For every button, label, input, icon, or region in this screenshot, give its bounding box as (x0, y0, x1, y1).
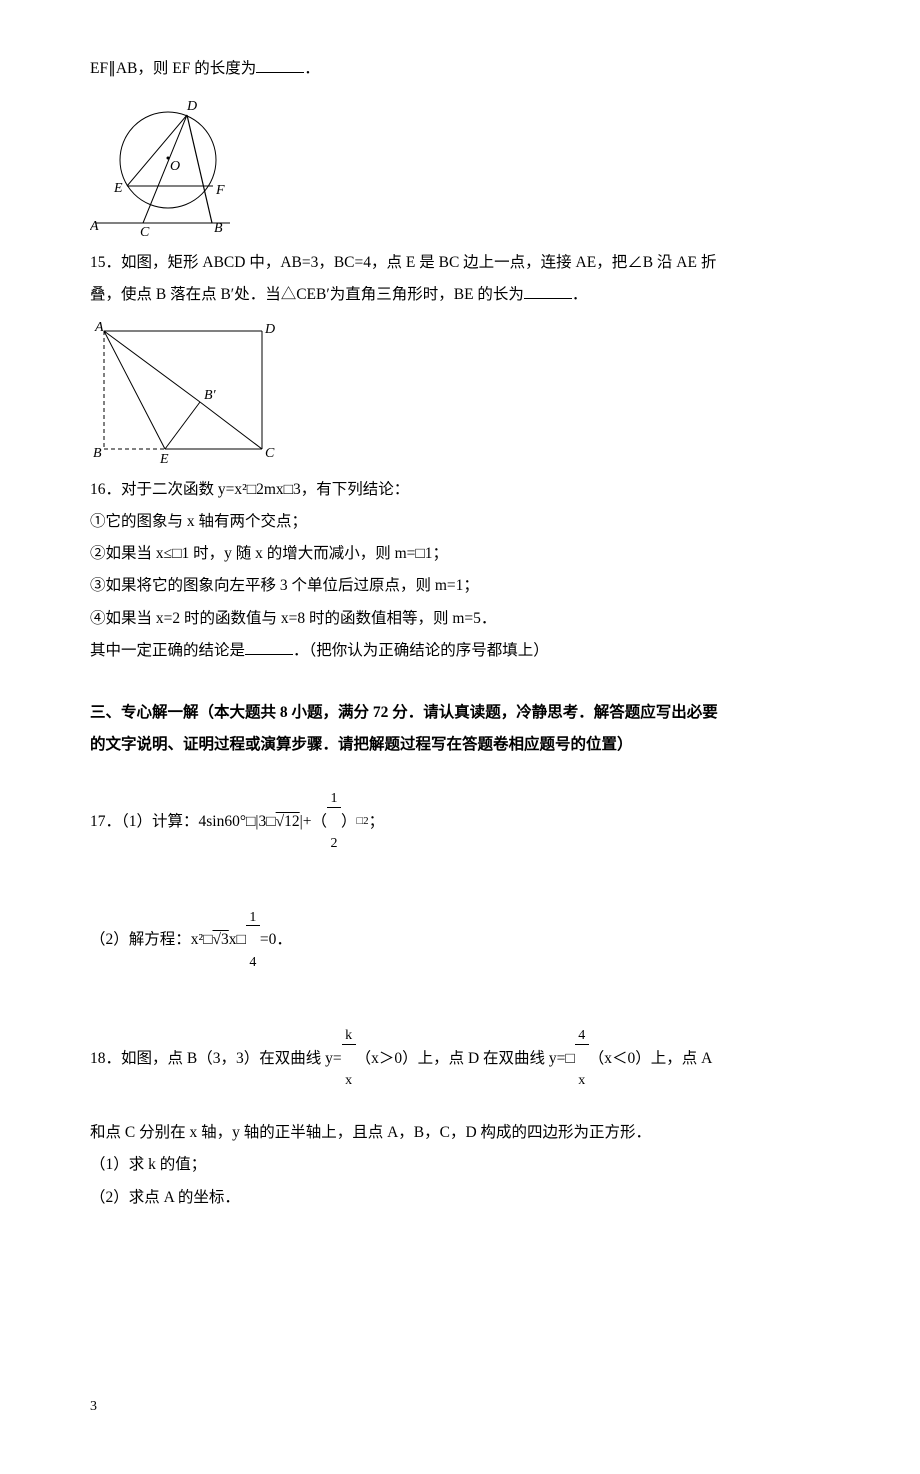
svg-text:B′: B′ (204, 388, 217, 403)
q14-line: EF∥AB，则 EF 的长度为 ． (90, 54, 830, 84)
q14-period: ． (304, 60, 320, 77)
q17-p2-b: x□ (229, 925, 246, 955)
q17-p2-sqrt: √3 (213, 925, 229, 955)
svg-text:F: F (215, 183, 225, 198)
q17-p1-d: ； (369, 807, 385, 837)
q15-text-b: 叠，使点 B 落在点 B′处．当△CEB′为直角三角形时，BE 的长为 (90, 286, 524, 303)
q16-tail-a: 其中一定正确的结论是 (90, 642, 245, 659)
q16-blank (245, 639, 293, 655)
svg-text:C: C (265, 446, 275, 461)
q17-p1-sqrt: √12 (276, 807, 300, 837)
q15-line-b: 叠，使点 B 落在点 B′处．当△CEB′为直角三角形时，BE 的长为 ． (90, 280, 830, 310)
q17-p1-c: ） (341, 807, 357, 837)
q17-part1: 17．（1）计算：4sin60°□|3□ √12 |+（ 1 2 ） □2 ； (90, 763, 830, 882)
q18-line4: （2）求点 A 的坐标． (90, 1183, 830, 1213)
svg-text:D: D (264, 322, 275, 337)
svg-text:O: O (170, 159, 180, 174)
svg-text:A: A (94, 320, 104, 335)
q17-p2-c: =0． (260, 925, 292, 955)
q17-p1-half: 1 2 (327, 763, 341, 882)
q18-line3: （1）求 k 的值； (90, 1150, 830, 1180)
q16-opt2: ②如果当 x≤□1 时，y 随 x 的增大而减小，则 m=□1； (90, 539, 830, 569)
q14-text: EF∥AB，则 EF 的长度为 (90, 60, 256, 77)
svg-text:B: B (214, 221, 223, 236)
svg-text:B: B (93, 446, 102, 461)
q16-opt3: ③如果将它的图象向左平移 3 个单位后过原点，则 m=1； (90, 571, 830, 601)
q17-p2-q-den: 4 (246, 956, 260, 971)
q18-line1: 18．如图，点 B（3，3）在双曲线 y= k x （x＞0）上，点 D 在双曲… (90, 1000, 830, 1119)
svg-text:A: A (90, 219, 99, 234)
q16-head: 16．对于二次函数 y=x²□2mx□3，有下列结论： (90, 475, 830, 505)
q17-p1-a: 17．（1）计算：4sin60°□|3□ (90, 807, 276, 837)
q17-p1-b: |+（ (300, 807, 327, 837)
q18-l1-a: 18．如图，点 B（3，3）在双曲线 y= (90, 1044, 342, 1074)
q18-x: x (342, 1074, 356, 1089)
q16-opt1: ①它的图象与 x 轴有两个交点； (90, 507, 830, 537)
q15-figure: A D B C E B′ (90, 317, 830, 467)
q14-figure: A B C D E F O (90, 90, 830, 240)
q16-tail-b: ．（把你认为正确结论的序号都填上） (293, 642, 549, 659)
svg-text:E: E (113, 181, 123, 196)
q18-l1-b: （x＞0）上，点 D 在双曲线 y=□ (356, 1044, 575, 1074)
q15-blank (524, 284, 572, 300)
q18-line2: 和点 C 分别在 x 轴，y 轴的正半轴上，且点 A，B，C，D 构成的四边形为… (90, 1118, 830, 1148)
q18-frac-4x: 4 x (575, 1000, 589, 1119)
q15-line-a: 15．如图，矩形 ABCD 中，AB=3，BC=4，点 E 是 BC 边上一点，… (90, 248, 830, 278)
section3-line1: 三、专心解一解（本大题共 8 小题，满分 72 分．请认真读题，冷静思考．解答题… (90, 698, 830, 728)
q17-p2-q-num: 1 (246, 911, 260, 927)
q17-p1-exp: □2 (357, 811, 369, 832)
svg-text:E: E (159, 452, 169, 467)
svg-text:D: D (186, 99, 197, 114)
q18-l1-c: （x＜0）上，点 A (589, 1044, 713, 1074)
q15-period: ． (572, 286, 588, 303)
q17-p1-half-den: 2 (327, 837, 341, 852)
q14-blank (256, 58, 304, 74)
q16-opt4: ④如果当 x=2 时的函数值与 x=8 时的函数值相等，则 m=5． (90, 604, 830, 634)
q17-part2: （2）解方程：x²□ √3 x□ 1 4 =0． (90, 881, 830, 1000)
q18-k: k (342, 1029, 356, 1045)
section3-line2: 的文字说明、证明过程或演算步骤．请把解题过程写在答题卷相应题号的位置） (90, 730, 830, 760)
q17-p2-frac: 1 4 (246, 881, 260, 1000)
q17-p1-half-num: 1 (327, 792, 341, 808)
q18-x2: x (575, 1074, 589, 1089)
q18-4: 4 (575, 1029, 589, 1045)
q18-frac-kx: k x (342, 1000, 356, 1119)
q17-p2-a: （2）解方程：x²□ (90, 925, 213, 955)
svg-text:C: C (140, 225, 150, 240)
q16-tail: 其中一定正确的结论是 ．（把你认为正确结论的序号都填上） (90, 636, 830, 666)
page-number: 3 (90, 1393, 830, 1420)
